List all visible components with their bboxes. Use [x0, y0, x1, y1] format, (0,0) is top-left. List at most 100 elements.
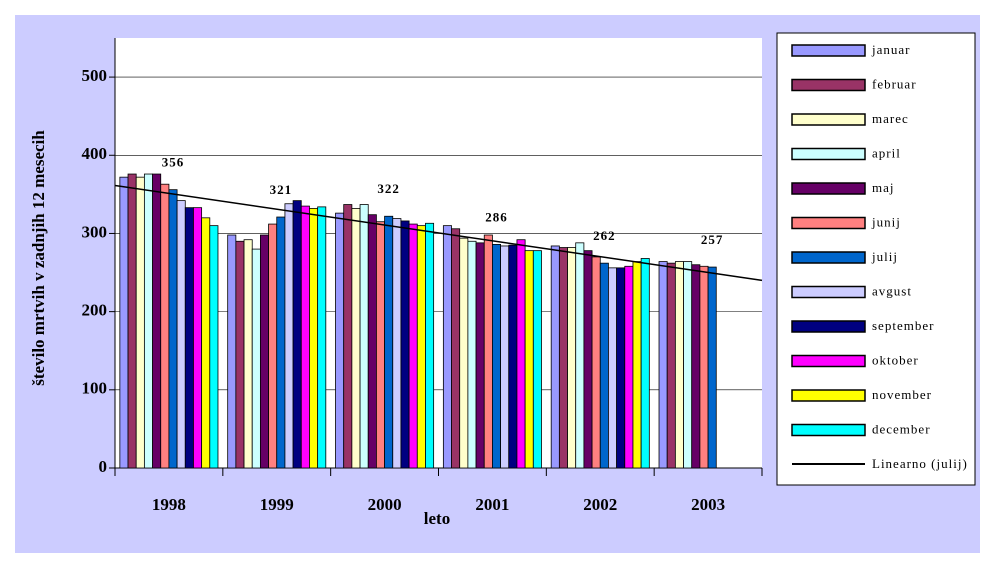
- bar: [201, 217, 211, 469]
- bar: [575, 242, 585, 469]
- plot-area: [115, 38, 762, 468]
- bar: [276, 216, 286, 469]
- bar: [408, 223, 418, 469]
- data-label: 322: [377, 181, 400, 196]
- bar: [317, 206, 327, 469]
- bar: [425, 222, 435, 469]
- legend-swatch: [791, 251, 866, 264]
- bar: [640, 258, 650, 469]
- bar: [567, 247, 577, 469]
- legend-label: junij: [871, 214, 901, 229]
- legend-label: maj: [872, 180, 895, 195]
- bar: [459, 237, 469, 469]
- bar: [168, 189, 178, 469]
- bar: [483, 234, 493, 469]
- bar: [160, 183, 170, 469]
- bar: [384, 215, 394, 469]
- bar: [416, 225, 426, 469]
- bar: [400, 220, 410, 469]
- bar: [300, 205, 310, 469]
- x-tick-label: 1999: [260, 495, 294, 514]
- legend-label: marec: [872, 111, 909, 126]
- y-tick-label: 500: [82, 66, 108, 85]
- bar: [674, 261, 684, 469]
- bar: [508, 244, 518, 469]
- legend-label: oktober: [872, 352, 919, 367]
- y-tick-label: 400: [82, 144, 108, 163]
- bar: [284, 203, 294, 469]
- bar: [524, 250, 534, 469]
- bar: [608, 267, 618, 469]
- bar: [259, 234, 269, 469]
- legend-swatch: [791, 354, 866, 368]
- bar: [343, 204, 353, 469]
- legend-swatch: [791, 216, 866, 230]
- legend-swatch: [791, 113, 866, 126]
- bar: [624, 265, 634, 469]
- bar: [550, 245, 560, 469]
- x-tick-label: 2001: [475, 495, 509, 514]
- y-axis-title: število mrtvih v zadnjih 12 mesecih: [29, 130, 48, 386]
- bar: [632, 261, 642, 469]
- bar: [376, 221, 385, 469]
- bar: [599, 262, 609, 469]
- bar: [699, 265, 709, 469]
- legend-label: december: [872, 421, 931, 436]
- bar: [500, 245, 510, 469]
- y-tick-label: 0: [99, 457, 108, 476]
- data-label: 286: [485, 209, 508, 224]
- data-label: 257: [701, 232, 724, 247]
- bar: [359, 204, 369, 469]
- bar: [683, 261, 693, 469]
- y-tick-label: 300: [82, 222, 108, 241]
- data-label: 356: [162, 155, 185, 170]
- bar: [193, 207, 203, 469]
- bar: [292, 200, 302, 469]
- bar: [666, 262, 676, 469]
- x-tick-label: 2000: [368, 495, 402, 514]
- bar: [532, 250, 542, 469]
- trend-line: [114, 184, 763, 282]
- legend-label: avgust: [872, 283, 912, 298]
- y-tick-label: 200: [82, 301, 108, 320]
- legend-swatch: [791, 389, 866, 402]
- bar: [127, 173, 137, 469]
- bar: [558, 247, 568, 469]
- bar: [235, 240, 245, 469]
- legend-label: april: [872, 145, 901, 160]
- bar: [516, 239, 526, 469]
- bar: [583, 250, 593, 469]
- legend-swatch: [791, 78, 866, 92]
- bar: [119, 176, 129, 469]
- bar: [184, 207, 194, 469]
- legend-swatch: [791, 147, 866, 161]
- legend-swatch: [791, 423, 866, 437]
- x-tick-label: 2003: [691, 495, 725, 514]
- x-tick-label: 2002: [583, 495, 617, 514]
- bar: [268, 223, 278, 469]
- bar: [467, 240, 477, 469]
- y-tick-label: 100: [82, 379, 108, 398]
- bar: [707, 266, 717, 469]
- legend-label: januar: [871, 42, 910, 57]
- bar: [492, 243, 501, 469]
- bar: [451, 228, 461, 469]
- data-label: 262: [593, 228, 616, 243]
- legend-swatch: [791, 182, 866, 195]
- legend-swatch: [791, 320, 866, 333]
- bar: [691, 264, 701, 469]
- bar: [251, 248, 261, 469]
- bar: [392, 218, 402, 469]
- bar: [143, 173, 153, 469]
- bar: [475, 242, 485, 469]
- bar: [367, 214, 377, 469]
- bar: [152, 173, 162, 469]
- bar: [243, 239, 253, 469]
- x-tick-label: 1998: [152, 495, 186, 514]
- legend-swatch: [791, 285, 866, 299]
- bar: [442, 225, 452, 469]
- legend-label: februar: [872, 76, 917, 91]
- bar: [658, 261, 668, 469]
